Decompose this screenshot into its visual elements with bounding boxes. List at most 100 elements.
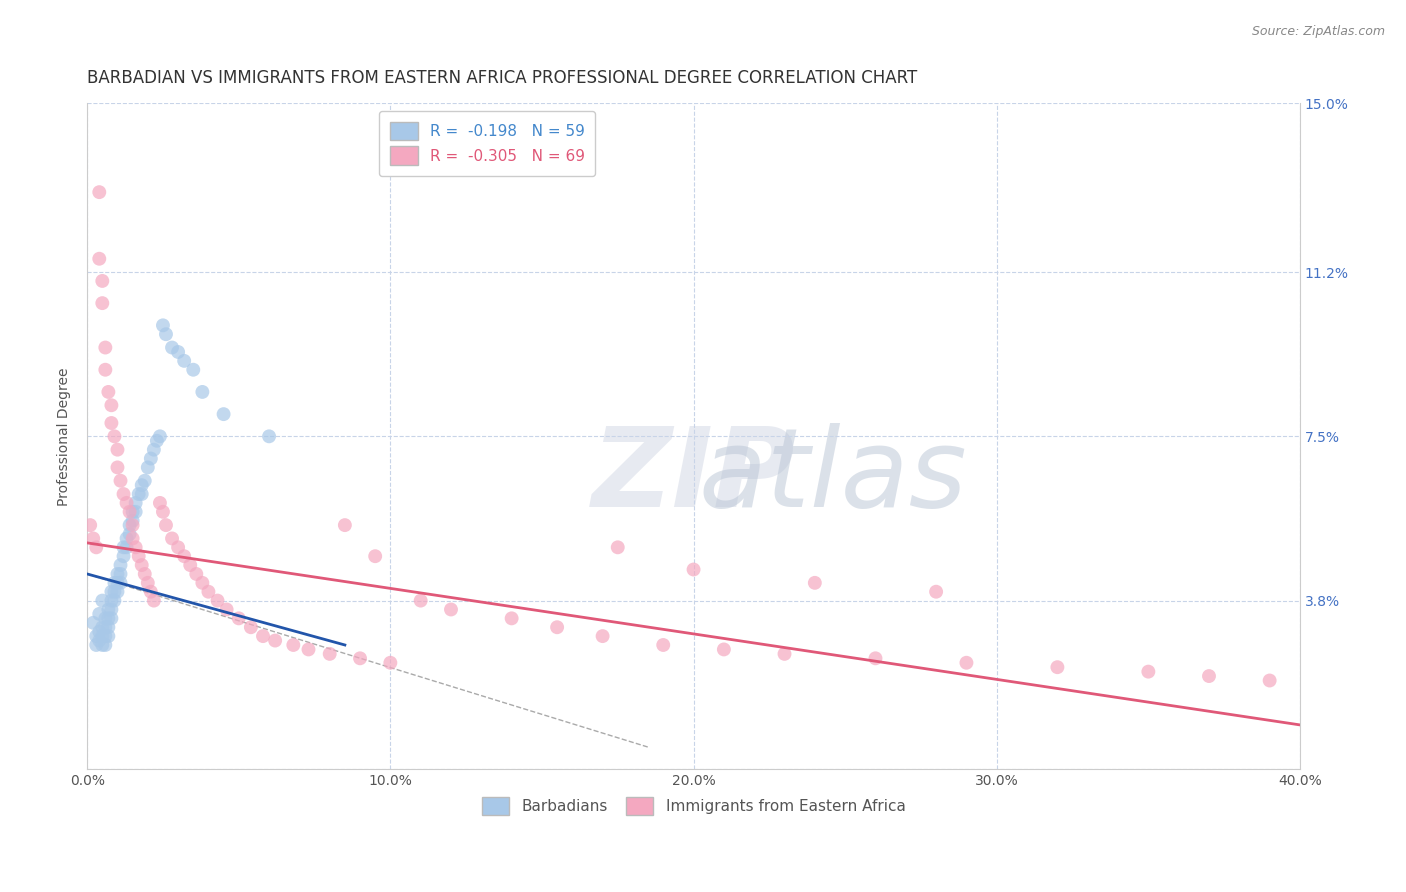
Point <box>94 638 117 652</box>
Point <box>97 620 120 634</box>
Point <box>107 575 129 590</box>
Point <box>110 575 132 590</box>
Point <box>103 584 125 599</box>
Point <box>103 575 125 590</box>
Point <box>197 584 219 599</box>
Point <box>112 487 135 501</box>
Point <box>107 584 129 599</box>
Point <box>131 478 153 492</box>
Point <box>124 496 146 510</box>
Point <box>191 575 214 590</box>
Point <box>149 429 172 443</box>
Point <box>97 611 120 625</box>
Point <box>94 629 117 643</box>
Point <box>139 451 162 466</box>
Point <box>121 532 143 546</box>
Point <box>100 398 122 412</box>
Point <box>333 518 356 533</box>
Point <box>167 345 190 359</box>
Point <box>139 584 162 599</box>
Point <box>501 611 523 625</box>
Text: Source: ZipAtlas.com: Source: ZipAtlas.com <box>1251 25 1385 38</box>
Point <box>146 434 169 448</box>
Point <box>173 354 195 368</box>
Point <box>380 656 402 670</box>
Point <box>94 620 117 634</box>
Point <box>110 474 132 488</box>
Point <box>131 558 153 572</box>
Point <box>103 429 125 443</box>
Point <box>865 651 887 665</box>
Point <box>173 549 195 564</box>
Point <box>91 638 114 652</box>
Point <box>128 487 150 501</box>
Point <box>264 633 287 648</box>
Point <box>955 656 977 670</box>
Point <box>1198 669 1220 683</box>
Point <box>152 318 174 333</box>
Point <box>136 460 159 475</box>
Point <box>152 505 174 519</box>
Point <box>121 505 143 519</box>
Point <box>100 584 122 599</box>
Point <box>186 566 208 581</box>
Point <box>179 558 201 572</box>
Point <box>1258 673 1281 688</box>
Point <box>89 633 111 648</box>
Point <box>100 593 122 607</box>
Point <box>91 274 114 288</box>
Point <box>319 647 342 661</box>
Point <box>606 541 628 555</box>
Point <box>91 629 114 643</box>
Point <box>115 541 138 555</box>
Point <box>228 611 250 625</box>
Point <box>97 629 120 643</box>
Point <box>155 327 177 342</box>
Point <box>1137 665 1160 679</box>
Point <box>110 566 132 581</box>
Point <box>103 593 125 607</box>
Point <box>124 541 146 555</box>
Point <box>713 642 735 657</box>
Point <box>181 362 204 376</box>
Point <box>107 460 129 475</box>
Point <box>1046 660 1069 674</box>
Point <box>94 362 117 376</box>
Point <box>89 185 111 199</box>
Point <box>925 584 948 599</box>
Point <box>107 442 129 457</box>
Text: ZIP: ZIP <box>592 423 796 530</box>
Point <box>91 620 114 634</box>
Point <box>91 593 114 607</box>
Point <box>682 562 704 576</box>
Point <box>112 541 135 555</box>
Point <box>97 384 120 399</box>
Point <box>121 518 143 533</box>
Point <box>89 624 111 639</box>
Point <box>112 549 135 564</box>
Point <box>118 518 141 533</box>
Point <box>191 384 214 399</box>
Point <box>283 638 305 652</box>
Legend: Barbadians, Immigrants from Eastern Africa: Barbadians, Immigrants from Eastern Afri… <box>475 790 911 822</box>
Point <box>91 296 114 310</box>
Point <box>592 629 614 643</box>
Point <box>252 629 274 643</box>
Point <box>94 611 117 625</box>
Point <box>155 518 177 533</box>
Point <box>121 514 143 528</box>
Point <box>100 611 122 625</box>
Point <box>167 541 190 555</box>
Text: BARBADIAN VS IMMIGRANTS FROM EASTERN AFRICA PROFESSIONAL DEGREE CORRELATION CHAR: BARBADIAN VS IMMIGRANTS FROM EASTERN AFR… <box>87 69 917 87</box>
Point <box>440 602 463 616</box>
Point <box>89 607 111 621</box>
Point <box>364 549 387 564</box>
Point <box>100 416 122 430</box>
Point <box>149 496 172 510</box>
Point <box>134 566 156 581</box>
Point <box>215 602 238 616</box>
Point <box>84 629 107 643</box>
Point <box>546 620 568 634</box>
Point <box>239 620 262 634</box>
Point <box>207 593 229 607</box>
